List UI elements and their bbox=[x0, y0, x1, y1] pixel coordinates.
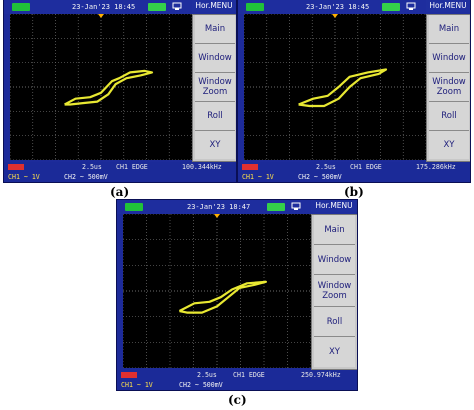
scope-panel-a: 23-Jan'23 18:45 Hor.MENU Main Window Win… bbox=[4, 0, 236, 182]
run-status-icon bbox=[246, 3, 264, 11]
trigger-indicator-icon bbox=[242, 164, 258, 170]
run-status-icon bbox=[12, 3, 30, 11]
menu-item-xy[interactable]: XY bbox=[195, 131, 235, 159]
menu-item-roll[interactable]: Roll bbox=[429, 102, 469, 131]
trigger-status-icon bbox=[267, 203, 285, 211]
menu-item-window[interactable]: Window bbox=[195, 44, 235, 73]
frequency-label: 100.344kHz bbox=[182, 163, 222, 171]
scope-bottom-bar: 2.5us CH1 EDGE 175.286kHz CH1 ~ 1V CH2 ~… bbox=[238, 162, 470, 182]
menu-item-xy[interactable]: XY bbox=[314, 337, 355, 367]
scope-panel-b: 23-Jan'23 18:45 Hor.MENU Main Window Win… bbox=[238, 0, 470, 182]
timebase-label: 2.5us bbox=[316, 163, 336, 171]
menu-item-main[interactable]: Main bbox=[314, 215, 355, 245]
menu-item-window-zoom[interactable]: Window Zoom bbox=[429, 73, 469, 102]
trigger-label: CH1 EDGE bbox=[350, 163, 382, 171]
graticule-grid bbox=[10, 14, 192, 160]
datetime-label: 23-Jan'23 18:47 bbox=[187, 203, 251, 211]
caption-b: (b) bbox=[344, 185, 364, 199]
waveform-screen bbox=[244, 14, 426, 160]
frequency-label: 250.974kHz bbox=[301, 371, 341, 379]
ch2-label: CH2 ~ 500mV bbox=[298, 173, 342, 181]
datetime-label: 23-Jan'23 18:45 bbox=[306, 3, 370, 11]
menu-item-main[interactable]: Main bbox=[429, 15, 469, 44]
scope-bottom-bar: 2.5us CH1 EDGE 100.344kHz CH1 ~ 1V CH2 ~… bbox=[4, 162, 236, 182]
usb-icon bbox=[291, 202, 301, 211]
ch2-label: CH2 ~ 500mV bbox=[179, 381, 223, 389]
menu-title: Hor.MENU bbox=[311, 200, 357, 212]
horizontal-menu: Main Window Window Zoom Roll XY bbox=[426, 14, 470, 162]
graticule-grid bbox=[123, 214, 311, 368]
menu-item-window[interactable]: Window bbox=[314, 245, 355, 275]
scope-top-bar: 23-Jan'23 18:47 bbox=[117, 200, 357, 214]
scope-top-bar: 23-Jan'23 18:45 bbox=[238, 0, 470, 14]
trigger-status-icon bbox=[382, 3, 400, 11]
menu-title: Hor.MENU bbox=[192, 0, 236, 12]
trigger-label: CH1 EDGE bbox=[116, 163, 148, 171]
usb-icon bbox=[406, 2, 416, 11]
menu-item-xy[interactable]: XY bbox=[429, 131, 469, 159]
trigger-status-icon bbox=[148, 3, 166, 11]
ch1-label: CH1 ~ 1V bbox=[8, 173, 40, 181]
caption-c: (c) bbox=[228, 393, 247, 407]
frequency-label: 175.286kHz bbox=[416, 163, 456, 171]
menu-item-main[interactable]: Main bbox=[195, 15, 235, 44]
xy-trace bbox=[178, 280, 267, 314]
trigger-position-marker bbox=[98, 14, 104, 18]
waveform-screen bbox=[10, 14, 192, 160]
trigger-indicator-icon bbox=[121, 372, 137, 378]
xy-trace bbox=[64, 69, 154, 106]
graticule-grid bbox=[244, 14, 426, 160]
menu-title: Hor.MENU bbox=[426, 0, 470, 12]
datetime-label: 23-Jan'23 18:45 bbox=[72, 3, 136, 11]
horizontal-menu: Main Window Window Zoom Roll XY bbox=[192, 14, 236, 162]
scope-bottom-bar: 2.5us CH1 EDGE 250.974kHz CH1 ~ 1V CH2 ~… bbox=[117, 370, 357, 390]
ch2-label: CH2 ~ 500mV bbox=[64, 173, 108, 181]
xy-trace bbox=[298, 68, 388, 108]
trigger-position-marker bbox=[214, 214, 220, 218]
horizontal-menu: Main Window Window Zoom Roll XY bbox=[311, 214, 357, 370]
trigger-position-marker bbox=[332, 14, 338, 18]
ch1-label: CH1 ~ 1V bbox=[121, 381, 153, 389]
menu-item-window[interactable]: Window bbox=[429, 44, 469, 73]
menu-item-roll[interactable]: Roll bbox=[314, 307, 355, 337]
caption-a: (a) bbox=[110, 185, 130, 199]
ch1-label: CH1 ~ 1V bbox=[242, 173, 274, 181]
scope-panel-c: 23-Jan'23 18:47 Hor.MENU Main Window Win… bbox=[117, 200, 357, 390]
usb-icon bbox=[172, 2, 182, 11]
waveform-screen bbox=[123, 214, 311, 368]
trigger-indicator-icon bbox=[8, 164, 24, 170]
run-status-icon bbox=[125, 203, 143, 211]
menu-item-window-zoom[interactable]: Window Zoom bbox=[314, 275, 355, 307]
trigger-label: CH1 EDGE bbox=[233, 371, 265, 379]
menu-item-roll[interactable]: Roll bbox=[195, 102, 235, 131]
timebase-label: 2.5us bbox=[197, 371, 217, 379]
menu-item-window-zoom[interactable]: Window Zoom bbox=[195, 73, 235, 102]
scope-top-bar: 23-Jan'23 18:45 bbox=[4, 0, 236, 14]
timebase-label: 2.5us bbox=[82, 163, 102, 171]
